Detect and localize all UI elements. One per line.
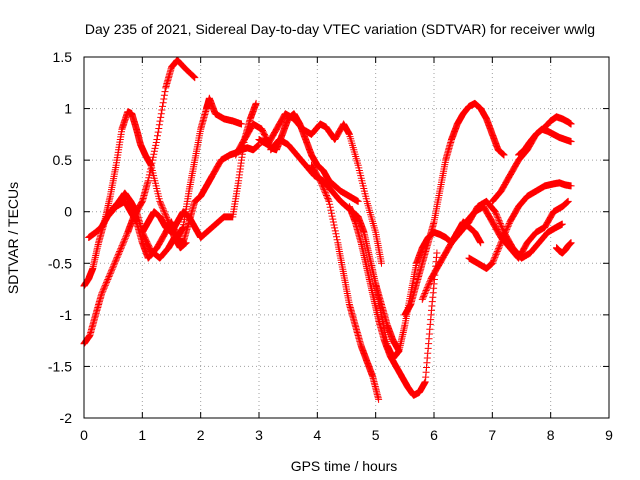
y-tick-label: -1.5 (48, 358, 72, 374)
data-point-markers (448, 197, 566, 262)
series-track-14 (448, 197, 566, 262)
tick-marks (83, 56, 610, 419)
y-axis-label: SDTVAR / TECUs (5, 182, 21, 294)
y-tick-label: -0.5 (48, 255, 72, 271)
data-point-markers (255, 110, 385, 267)
y-tick-label: 0.5 (53, 152, 73, 168)
y-tick-label: 0 (64, 204, 72, 220)
x-tick-label: 7 (488, 427, 496, 443)
y-tick-label: -2 (60, 410, 73, 426)
series-track-7 (255, 110, 385, 267)
x-tick-label: 8 (547, 427, 555, 443)
series-track-17 (515, 125, 575, 159)
x-tick-labels: 0 1 2 3 4 5 6 7 8 9 (80, 427, 613, 443)
series-track-15 (465, 179, 575, 272)
x-tick-label: 1 (138, 427, 146, 443)
x-tick-label: 6 (430, 427, 438, 443)
plot-frame (83, 56, 610, 419)
data-point-markers (401, 99, 508, 319)
x-axis-label: GPS time / hours (291, 458, 398, 474)
data-point-markers (515, 125, 575, 159)
series-track-12 (401, 99, 508, 319)
data-point-markers (553, 239, 575, 257)
data-point-markers (465, 179, 575, 272)
x-tick-label: 2 (197, 427, 205, 443)
y-tick-label: 1.5 (53, 49, 73, 65)
x-tick-label: 3 (255, 427, 263, 443)
x-tick-label: 0 (80, 427, 88, 443)
y-tick-label: 1 (64, 101, 72, 117)
x-tick-label: 5 (372, 427, 380, 443)
series-track-9 (308, 161, 383, 403)
series-track-18 (553, 239, 575, 257)
x-tick-label: 9 (605, 427, 613, 443)
chart-title: Day 235 of 2021, Sidereal Day-to-day VTE… (85, 21, 595, 37)
data-point-markers (308, 161, 383, 403)
y-tick-label: -1 (60, 307, 73, 323)
y-tick-labels: -2 -1.5 -1 -0.5 0 0.5 1 1.5 (48, 49, 72, 426)
x-tick-label: 4 (313, 427, 321, 443)
